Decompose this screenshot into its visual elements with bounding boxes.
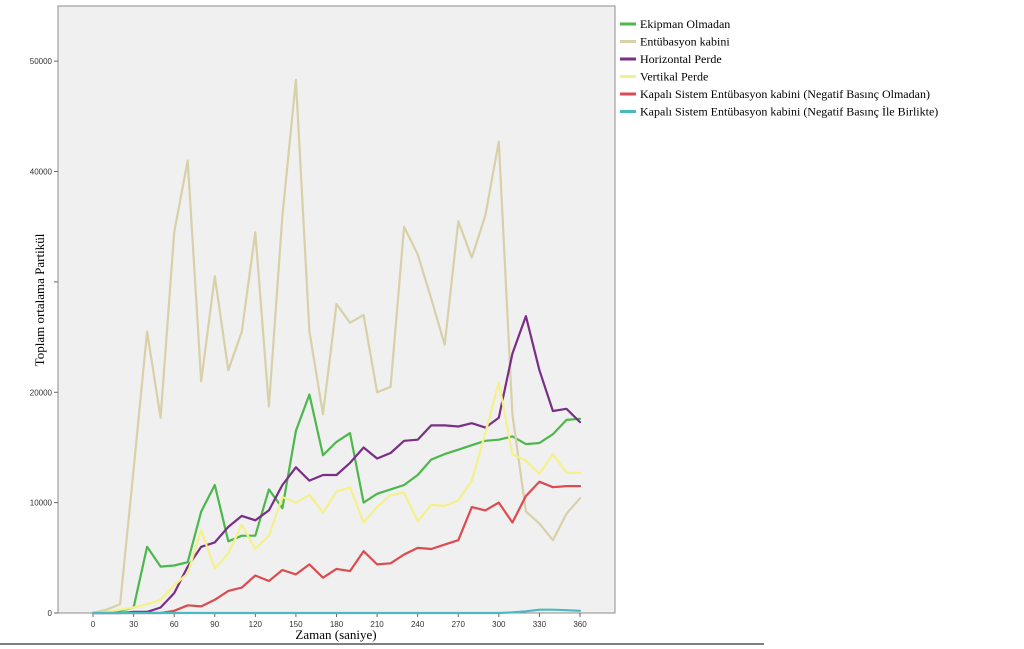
x-tick-label: 90 — [210, 620, 219, 629]
y-tick-label: 20000 — [30, 388, 53, 397]
y-axis-ticks: 0 10000 20000 40000 50000 — [30, 57, 58, 618]
x-tick-label: 210 — [370, 620, 384, 629]
legend: Ekipman Olmadan Entübasyon kabini Horizont… — [620, 17, 938, 119]
legend-label: Entübasyon kabini — [640, 35, 730, 49]
x-tick-label: 60 — [170, 620, 179, 629]
series-line-4 — [91, 480, 582, 615]
legend-label: Ekipman Olmadan — [640, 17, 730, 31]
series-lines — [91, 78, 582, 615]
y-tick-label: 50000 — [30, 57, 53, 66]
legend-label: Kapalı Sistem Entübasyon kabini (Negatif… — [640, 87, 930, 101]
x-tick-label: 300 — [492, 620, 506, 629]
x-tick-label: 120 — [249, 620, 263, 629]
series-line-2 — [91, 315, 582, 615]
x-tick-label: 330 — [533, 620, 547, 629]
x-axis-ticks: 0 30 60 90 120 150 180 210 240 270 300 330 360 — [91, 613, 587, 629]
series-line-1 — [91, 78, 582, 615]
series-line-3 — [91, 381, 582, 615]
y-tick-label: 40000 — [30, 168, 53, 177]
x-tick-label: 240 — [411, 620, 425, 629]
legend-label: Kapalı Sistem Entübasyon kabini (Negatif… — [640, 105, 938, 119]
x-tick-label: 180 — [330, 620, 344, 629]
x-tick-label: 360 — [573, 620, 587, 629]
y-tick-label: 10000 — [30, 499, 53, 508]
x-tick-label: 150 — [289, 620, 303, 629]
legend-label: Vertikal Perde — [640, 70, 708, 84]
x-tick-label: 0 — [91, 620, 96, 629]
series-line-0 — [91, 393, 582, 615]
y-tick-label: 0 — [48, 609, 53, 618]
x-axis-title: Zaman (saniye) — [295, 627, 376, 642]
legend-label: Horizontal Perde — [640, 52, 722, 66]
y-axis-title: Toplam ortalama Partikül — [32, 233, 47, 366]
x-tick-label: 270 — [452, 620, 466, 629]
series-line-5 — [91, 608, 582, 615]
x-tick-label: 30 — [129, 620, 138, 629]
